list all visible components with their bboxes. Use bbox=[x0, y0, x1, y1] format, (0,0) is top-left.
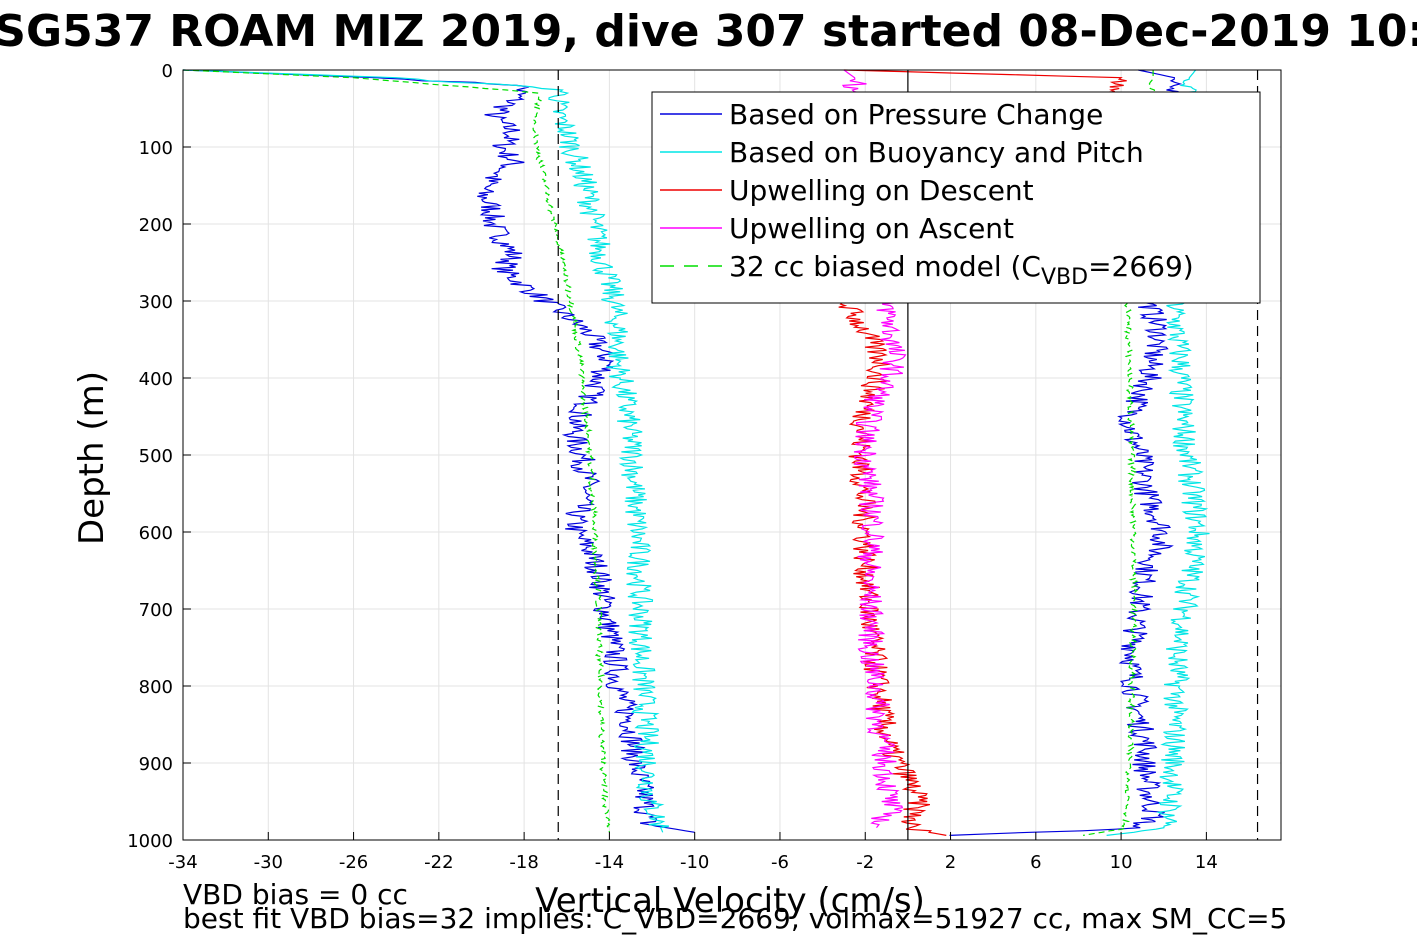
series-line-2 bbox=[182, 69, 670, 833]
x-axis-ticks: -34 -30 -26 -22 -18 -14 -10 -6 -2 2 6 10 14 bbox=[168, 832, 1218, 873]
x-tick-label: -22 bbox=[424, 852, 453, 873]
y-tick-label: 800 bbox=[139, 677, 173, 698]
series-line-6 bbox=[182, 69, 611, 833]
x-tick-label: 2 bbox=[945, 852, 956, 873]
x-tick-label: -18 bbox=[509, 852, 538, 873]
y-axis-label: Depth (m) bbox=[72, 371, 112, 545]
y-tick-label: 1000 bbox=[127, 831, 173, 852]
x-tick-label: -26 bbox=[339, 852, 368, 873]
y-tick-label: 0 bbox=[162, 61, 173, 82]
x-tick-label: -6 bbox=[771, 852, 789, 873]
x-tick-label: -2 bbox=[856, 852, 874, 873]
y-tick-label: 300 bbox=[139, 292, 173, 313]
y-tick-label: 700 bbox=[139, 600, 173, 621]
legend-box bbox=[651, 91, 1261, 304]
x-tick-label: -30 bbox=[254, 852, 283, 873]
series-line-0 bbox=[182, 69, 695, 833]
y-tick-label: 600 bbox=[139, 523, 173, 544]
y-tick-label: 200 bbox=[139, 215, 173, 236]
x-tick-label: 6 bbox=[1030, 852, 1041, 873]
x-tick-label: -14 bbox=[595, 852, 624, 873]
legend-label: Based on Buoyancy and Pitch bbox=[729, 136, 1144, 169]
footer-line-2: best fit VBD bias=32 implies: C_VBD=2669… bbox=[183, 902, 1287, 935]
y-tick-label: 500 bbox=[139, 446, 173, 467]
y-tick-label: 900 bbox=[139, 754, 173, 775]
legend-label: Based on Pressure Change bbox=[729, 98, 1103, 131]
y-tick-label: 400 bbox=[139, 369, 173, 390]
chart-title: SG537 ROAM MIZ 2019, dive 307 started 08… bbox=[0, 6, 1417, 57]
x-tick-label: -10 bbox=[680, 852, 709, 873]
x-axis-label: Vertical Velocity (cm/s) bbox=[535, 881, 925, 921]
x-tick-label: -34 bbox=[168, 852, 197, 873]
legend-label: Upwelling on Ascent bbox=[729, 212, 1014, 245]
x-tick-label: 10 bbox=[1110, 852, 1133, 873]
y-tick-label: 100 bbox=[139, 138, 173, 159]
footer-line-1: VBD bias = 0 cc bbox=[183, 878, 408, 911]
y-axis-ticks: 0 100 200 300 400 500 600 700 800 900 1000 bbox=[127, 61, 191, 852]
legend-label: Upwelling on Descent bbox=[729, 174, 1034, 207]
x-tick-label: 14 bbox=[1195, 852, 1218, 873]
legend: Based on Pressure Change Based on Buoyanc… bbox=[651, 91, 1261, 304]
